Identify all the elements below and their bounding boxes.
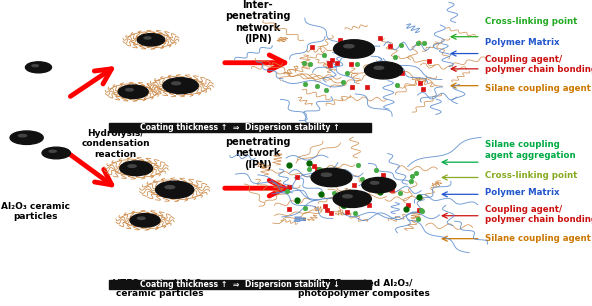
Text: Inter-
penetrating
network
(IPN): Inter- penetrating network (IPN) [225, 0, 290, 44]
Text: Silane coupling
agent aggregation: Silane coupling agent aggregation [485, 140, 576, 160]
Ellipse shape [334, 40, 375, 58]
Ellipse shape [137, 34, 165, 46]
Ellipse shape [25, 62, 52, 73]
Text: Cross-linking point: Cross-linking point [485, 171, 578, 181]
Ellipse shape [333, 190, 371, 207]
Ellipse shape [311, 168, 352, 187]
Ellipse shape [163, 78, 198, 94]
Text: Silane coupling agent: Silane coupling agent [485, 234, 591, 243]
Ellipse shape [32, 65, 38, 67]
Ellipse shape [10, 131, 43, 144]
FancyBboxPatch shape [109, 280, 371, 289]
Ellipse shape [120, 161, 153, 176]
Ellipse shape [18, 135, 27, 137]
Text: Polymer Matrix: Polymer Matrix [485, 188, 560, 197]
FancyBboxPatch shape [109, 123, 371, 132]
Ellipse shape [371, 181, 379, 184]
Ellipse shape [118, 85, 148, 99]
Ellipse shape [374, 66, 384, 69]
Text: Silane coupling agent: Silane coupling agent [485, 84, 591, 93]
Text: Coupling agent/
polymer chain bonding: Coupling agent/ polymer chain bonding [485, 204, 592, 224]
Text: VTES-coated Al₂O₃
ceramic particles: VTES-coated Al₂O₃ ceramic particles [113, 279, 207, 298]
Text: Polymer Matrix: Polymer Matrix [485, 38, 560, 47]
Ellipse shape [128, 165, 136, 167]
Ellipse shape [343, 195, 352, 198]
Ellipse shape [144, 37, 151, 39]
Text: Coupling agent/
polymer chain bonding: Coupling agent/ polymer chain bonding [485, 54, 592, 74]
Ellipse shape [42, 147, 70, 159]
Ellipse shape [362, 177, 396, 193]
Text: Inter-
penetrating
network
(IPN): Inter- penetrating network (IPN) [225, 125, 290, 170]
Ellipse shape [126, 89, 133, 91]
Ellipse shape [344, 45, 354, 48]
Ellipse shape [165, 186, 175, 188]
Text: Al₂O₃ ceramic
particles: Al₂O₃ ceramic particles [1, 202, 70, 221]
Text: Cross-linking point: Cross-linking point [485, 17, 578, 26]
Text: Coating thickness ↑  ⇒  Dispersion stability ↓: Coating thickness ↑ ⇒ Dispersion stabili… [140, 280, 340, 289]
Text: Coating thickness ↑  ⇒  Dispersion stability ↑: Coating thickness ↑ ⇒ Dispersion stabili… [140, 123, 340, 132]
Ellipse shape [156, 181, 194, 198]
Ellipse shape [130, 214, 160, 227]
Ellipse shape [365, 62, 403, 79]
Text: Hydrolysis/
condensation
reaction: Hydrolysis/ condensation reaction [81, 129, 150, 159]
Ellipse shape [49, 150, 56, 152]
Ellipse shape [137, 217, 145, 219]
Ellipse shape [172, 82, 181, 85]
Ellipse shape [321, 173, 332, 176]
Text: VTES-coated Al₂O₃/
photopolymer composites: VTES-coated Al₂O₃/ photopolymer composit… [298, 279, 430, 298]
